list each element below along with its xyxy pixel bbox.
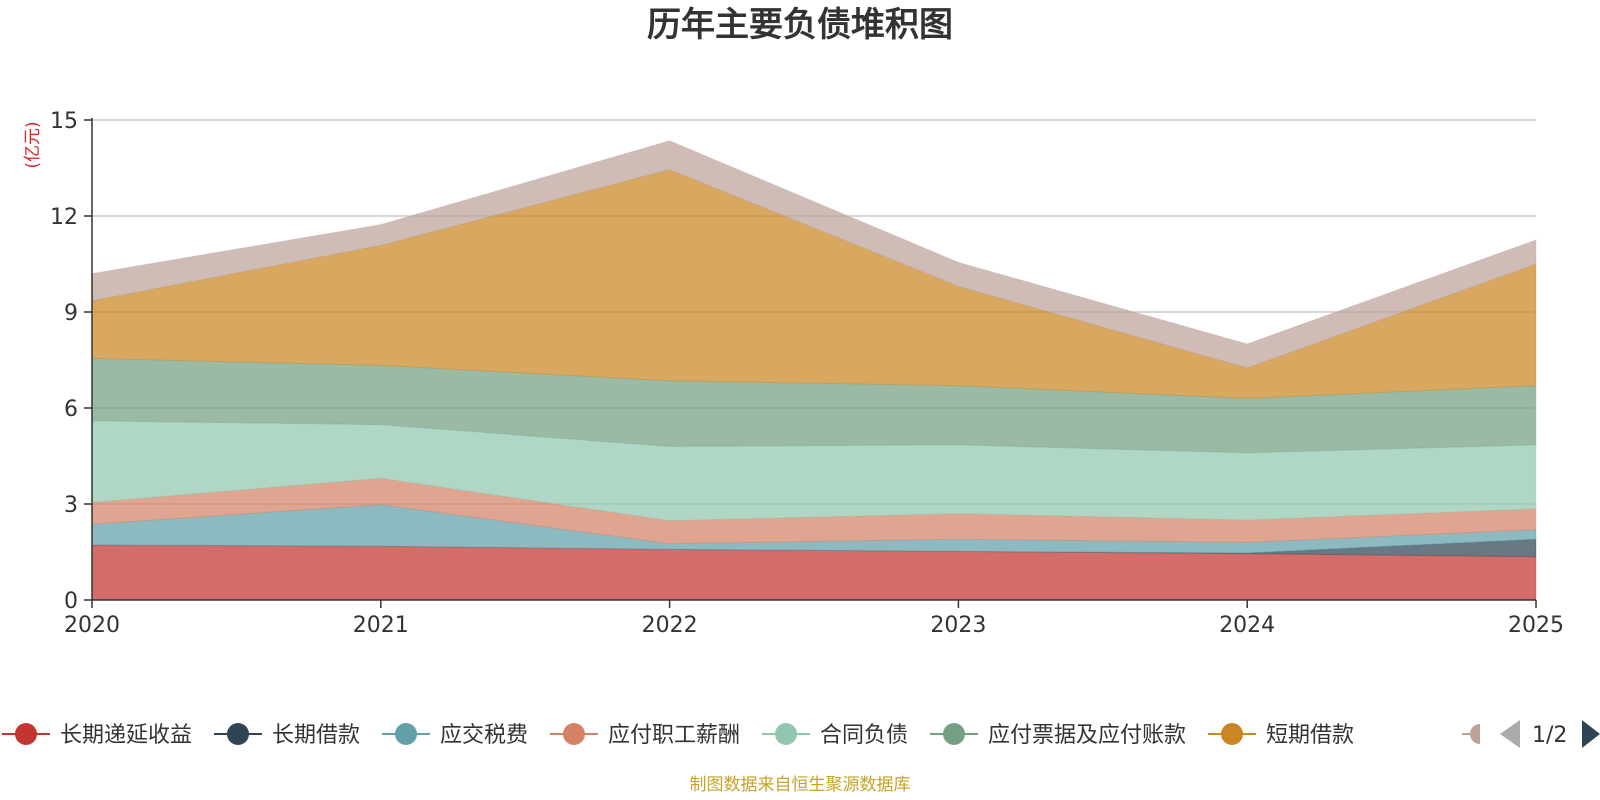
legend-item[interactable]: 长期递延收益: [2, 723, 192, 748]
legend-pager: 1/2: [1500, 720, 1600, 748]
legend-clip: [1480, 720, 1494, 748]
legend-item[interactable]: 合同负债: [762, 723, 908, 748]
x-ticks: 2020 2021 2022 2023 2024 2025: [64, 600, 1564, 638]
x-tick-label: 2020: [64, 613, 120, 638]
legend-marker-icon: [1221, 723, 1243, 745]
legend-label: 长期借款: [272, 723, 360, 748]
legend-label: 合同负债: [820, 723, 908, 748]
y-tick-label: 9: [64, 301, 78, 326]
y-tick-label: 6: [64, 397, 78, 422]
x-tick-label: 2024: [1219, 613, 1275, 638]
legend-marker-icon: [227, 723, 249, 745]
legend-item[interactable]: 短期借款: [1208, 723, 1354, 748]
legend-label: 长期递延收益: [60, 723, 192, 748]
legend-marker-icon: [943, 723, 965, 745]
legend: 长期递延收益 长期借款 应交税费 应付职工薪酬 合同负债 应付票据及应付账款 短期借款: [2, 720, 1494, 748]
legend-item[interactable]: 长期借款: [214, 723, 360, 748]
legend-item[interactable]: 应付职工薪酬: [550, 723, 740, 748]
y-axis-label: (亿元): [23, 121, 43, 168]
x-tick-label: 2023: [930, 613, 986, 638]
legend-item-partial[interactable]: [1462, 720, 1494, 748]
legend-marker-icon: [775, 723, 797, 745]
x-tick-label: 2025: [1508, 613, 1564, 638]
legend-item[interactable]: 应付票据及应付账款: [930, 723, 1186, 748]
legend-next-icon[interactable]: [1582, 720, 1600, 748]
legend-marker-icon: [563, 723, 585, 745]
legend-label: 应交税费: [440, 723, 528, 748]
y-tick-label: 12: [50, 205, 78, 230]
chart-title: 历年主要负债堆积图: [647, 5, 953, 45]
y-tick-label: 3: [64, 493, 78, 518]
x-tick-label: 2021: [353, 613, 409, 638]
legend-label: 应付票据及应付账款: [988, 723, 1186, 748]
legend-prev-icon[interactable]: [1500, 720, 1520, 748]
legend-item[interactable]: 应交税费: [382, 723, 528, 748]
y-tick-label: 0: [64, 589, 78, 614]
axes: [91, 118, 1536, 601]
legend-label: 应付职工薪酬: [608, 723, 740, 748]
area-series-7[interactable]: [91, 140, 1537, 369]
area-series: [91, 140, 1537, 601]
x-tick-label: 2022: [642, 613, 698, 638]
legend-marker-icon: [15, 723, 37, 745]
legend-page-indicator: 1/2: [1532, 723, 1567, 748]
legend-marker-icon: [395, 723, 417, 745]
legend-label: 短期借款: [1266, 723, 1354, 748]
y-ticks: 0 3 6 9 12 15: [50, 109, 92, 614]
data-source-footer: 制图数据来自恒生聚源数据库: [690, 775, 911, 795]
y-tick-label: 15: [50, 109, 78, 134]
